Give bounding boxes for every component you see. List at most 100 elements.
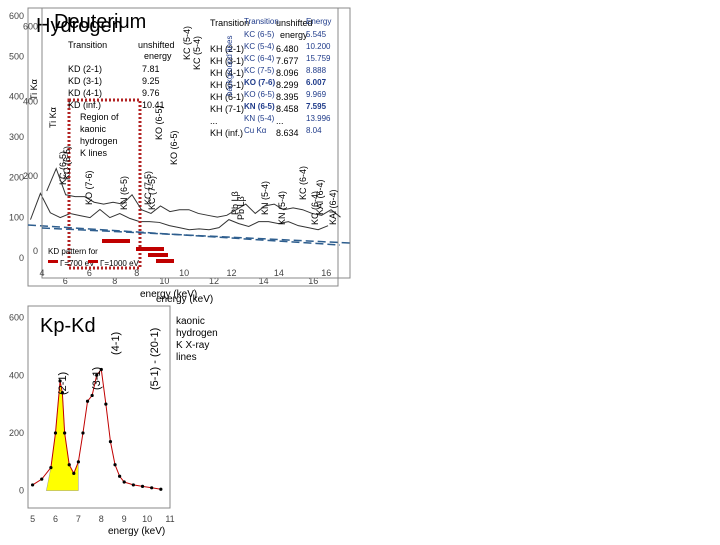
bg-table-energy: 6.007 (306, 78, 327, 87)
hydrogen-line-label: KN (5-4) (260, 181, 270, 215)
bg-table-energy: 5.545 (306, 30, 327, 39)
deuterium-line-label: KC (7-5) (147, 176, 157, 210)
hydrogen-line-label: KC (5-4) (182, 26, 192, 60)
hydrogen-table-transition: KH (3-1) (210, 56, 244, 66)
hydrogen-table-energy: 7.677 (276, 56, 299, 66)
hydrogen-table-transition: KH (2-1) (210, 44, 244, 54)
deuterium-table-transition: KD (2-1) (68, 64, 102, 74)
bg-table-header-transition: Transition (244, 17, 279, 26)
kpkd-line-label: (3-1) (91, 367, 103, 390)
hydrogen-table-energy: 8.395 (276, 92, 299, 102)
kpkd-note-1: kaonic (176, 316, 205, 327)
hydrogen-energy-header-2: energy (280, 30, 308, 40)
deuterium-spectrum-line (46, 167, 341, 218)
d-xtick-label: 14 (274, 268, 284, 278)
kpkd-data-point (85, 399, 90, 403)
legend-b-swatch (88, 260, 98, 263)
h-ytick-label: 400 (9, 92, 24, 102)
deuterium-table-energy: 9.76 (142, 88, 160, 98)
kpkd-data-point (140, 484, 145, 488)
hydrogen-region-label-4: K lines (80, 148, 108, 158)
h-xtick-label: 6 (63, 276, 68, 286)
hydrogen-transition-header: Transition (210, 18, 249, 28)
hydrogen-line-label: Ti Kα (29, 79, 39, 100)
kd-pattern-bar-2 (136, 247, 164, 251)
deuterium-line-label: Ti Kα (48, 107, 58, 128)
bg-table-transition: KC (5-4) (244, 42, 275, 51)
kpkd-chart: 0 200 400 600 5 6 7 8 9 10 11 Kp-Kd kaonic hydrog… (9, 305, 218, 537)
hydrogen-table-energy: ... (276, 116, 284, 126)
deuterium-line-label: KAl (6-4) (328, 189, 338, 225)
d-xtick-label: 6 (87, 268, 92, 278)
kpkd-note-3: K X-ray (176, 340, 209, 351)
deuterium-table-energy: 7.81 (142, 64, 160, 74)
kpkd-line-label: (4-1) (110, 332, 122, 355)
deuterium-line-label: KC (6-5) (62, 146, 72, 180)
deuterium-panel: 0 200 400 600 4 6 8 10 12 14 16 Deuterium Transit… (0, 0, 360, 305)
hydrogen-table-energy: 8.096 (276, 68, 299, 78)
deuterium-chart: 0 200 400 600 4 6 8 10 12 14 16 Deuterium Transit… (23, 7, 351, 305)
kpkd-data-point (122, 480, 126, 484)
d-ytick-label: 200 (23, 171, 38, 181)
d-xtick-label: 4 (39, 268, 44, 278)
deuterium-xlabel: energy (keV) (156, 294, 213, 305)
kpkd-data-point (150, 486, 154, 490)
kpkd-data-point (40, 477, 44, 481)
k-ytick-label: 0 (19, 486, 24, 496)
hydrogen-energy-header-1: unshifted (276, 18, 313, 28)
hydrogen-table-transition: KH (4-1) (210, 68, 244, 78)
h-ytick-label: 100 (9, 213, 24, 223)
d-xtick-label: 8 (134, 268, 139, 278)
d-ytick-label: 0 (33, 246, 38, 256)
k-xtick-label: 5 (30, 514, 35, 524)
h-ytick-label: 300 (9, 132, 24, 142)
deuterium-line-label: KC (6-4) (310, 191, 320, 225)
deuterium-table-transition: KD (4-1) (68, 88, 102, 98)
hydrogen-line-label: KO (6-5) (154, 105, 164, 140)
bg-table-energy: 8.888 (306, 66, 327, 75)
kpkd-data-point (118, 474, 122, 478)
kpkd-title: Kp-Kd (40, 315, 96, 337)
kd-pattern-bar-4 (156, 259, 174, 263)
kpkd-data-point (131, 483, 135, 487)
k-xtick-label: 10 (142, 514, 152, 524)
hydrogen-region-label-2: kaonic (80, 124, 107, 134)
hydrogen-region-label-1: Region of (80, 112, 119, 122)
kpkd-data-point (159, 487, 163, 491)
deuterium-table-transition: KD (3-1) (68, 76, 102, 86)
bg-table-transition: KC (6-5) (244, 30, 275, 39)
kpkd-frame (27, 305, 171, 509)
deuterium-line-label: KN (5-4) (277, 191, 287, 225)
deuterium-table-energy: 10.41 (142, 100, 165, 110)
kpkd-data-point (72, 471, 76, 475)
hydrogen-xlabel: energy (keV) (140, 289, 197, 300)
legend-a-swatch (48, 260, 58, 263)
h-ytick-label: 500 (9, 51, 24, 61)
bg-table-transition: KC (6-4) (244, 54, 275, 63)
h-xtick-label: 10 (159, 276, 169, 286)
hydrogen-line-label: KC (6-4) (298, 166, 308, 200)
deuterium-table-transition: KD (inf.) (68, 100, 101, 110)
hydrogen-table-energy: 6.480 (276, 44, 299, 54)
hydrogen-title: Hydrogen (36, 15, 123, 37)
bg-table-transition: KO (6-5) (244, 90, 275, 99)
kpkd-data-point (67, 463, 71, 467)
k-xtick-label: 9 (122, 514, 127, 524)
kpkd-data-point (113, 463, 117, 467)
h-xtick-label: 12 (209, 276, 219, 286)
h-ytick-label: 200 (9, 172, 24, 182)
h-ytick-label: 600 (9, 11, 24, 21)
bg-table-transition: KN (5-4) (244, 114, 275, 123)
kd-pattern-bar-3 (148, 253, 168, 257)
bg-table-energy: 13.996 (306, 114, 331, 123)
kpkd-data-point (76, 460, 80, 464)
deuterium-title: Deuterium (54, 11, 146, 33)
bg-table-energy: 10.200 (306, 42, 331, 51)
hydrogen-table-energy: 8.458 (276, 104, 299, 114)
bg-table-header-energy: Energy (306, 17, 331, 26)
h-ytick-label: 0 (19, 253, 24, 263)
hydrogen-table-transition: KH (inf.) (210, 128, 243, 138)
bg-table-title: background lines (225, 36, 234, 96)
legend-b-label: Γ=1000 eV (100, 259, 140, 268)
hydrogen-region-label-3: hydrogen (80, 136, 118, 146)
